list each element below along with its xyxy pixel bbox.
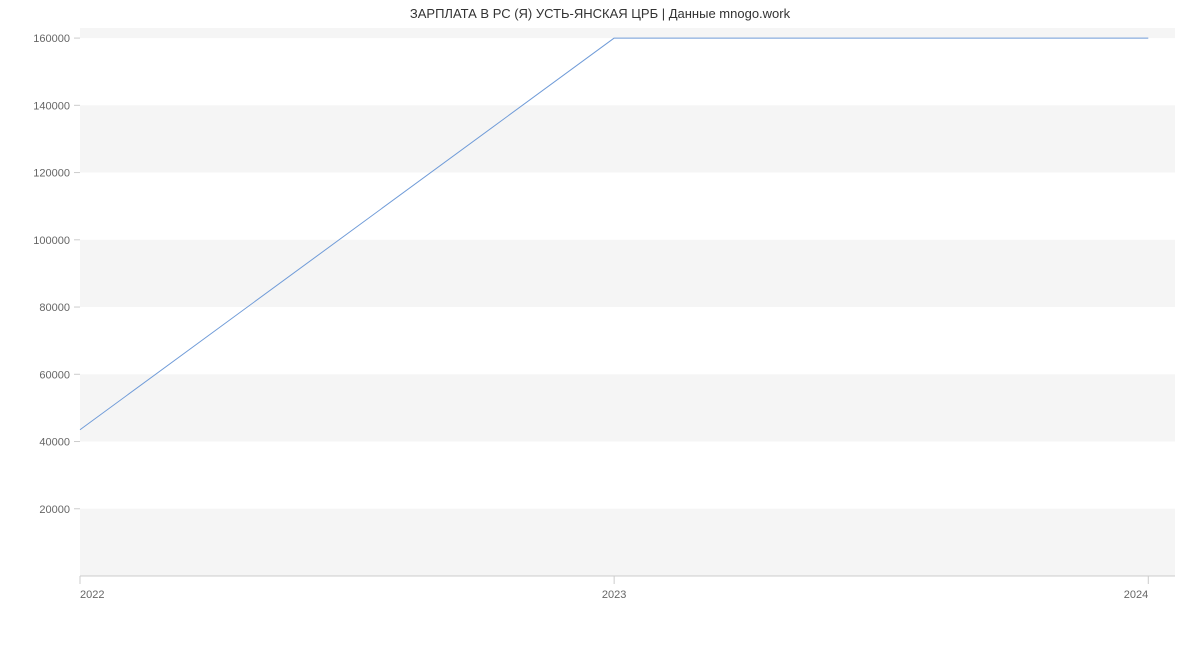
y-tick-label: 160000 [33,33,70,45]
series-line-salary [80,38,1148,430]
chart-svg: 20000 40000 60000 80000 100000 120000 140000 16… [0,0,1200,650]
x-tick-label: 2023 [602,589,626,601]
x-tick-label: 2022 [80,589,104,601]
y-tick-label: 20000 [39,504,70,516]
x-tick-label: 2024 [1124,589,1148,601]
chart-container: ЗАРПЛАТА В РС (Я) УСТЬ-ЯНСКАЯ ЦРБ | Данн… [0,0,1200,650]
y-tick-label: 140000 [33,100,70,112]
y-tick-label: 40000 [39,437,70,449]
y-tick-label: 80000 [39,302,70,314]
y-tick-label: 120000 [33,168,70,180]
chart-title: ЗАРПЛАТА В РС (Я) УСТЬ-ЯНСКАЯ ЦРБ | Данн… [0,6,1200,21]
plot-band [80,105,1175,172]
plot-band [80,374,1175,441]
plot-band [80,28,1175,38]
plot-band [80,509,1175,576]
plot-band [80,240,1175,307]
y-tick-label: 100000 [33,235,70,247]
y-tick-label: 60000 [39,369,70,381]
